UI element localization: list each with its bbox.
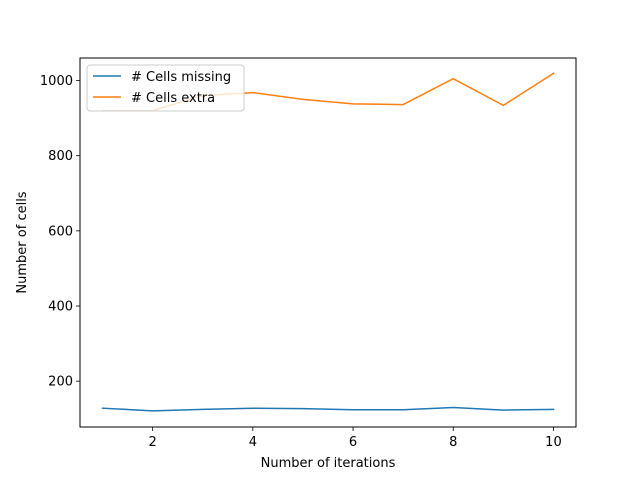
y-tick-label: 1000 [40,74,73,89]
legend: # Cells missing # Cells extra [86,64,245,112]
x-tick-label: 8 [449,435,457,450]
y-tick-label: 800 [48,149,73,164]
x-axis-ticks: 2 4 6 8 10 [149,427,562,450]
x-tick-label: 2 [149,435,157,450]
x-tick-label: 10 [545,435,562,450]
series-layer [101,72,555,412]
y-tick-label: 400 [48,300,73,315]
legend-label-cells-extra: # Cells extra [131,91,215,106]
legend-label-cells-missing: # Cells missing [131,70,231,85]
y-tick-label: 600 [48,224,73,239]
legend-box [86,64,245,112]
x-axis-label: Number of iterations [261,456,396,471]
series-line-cells-missing [101,406,555,412]
x-tick-label: 6 [349,435,357,450]
y-axis-label: Number of cells [15,191,30,293]
y-axis-ticks: 200 400 600 800 1000 [40,74,80,390]
plot-frame [79,57,577,428]
y-tick-label: 200 [48,375,73,390]
x-tick-label: 4 [249,435,257,450]
